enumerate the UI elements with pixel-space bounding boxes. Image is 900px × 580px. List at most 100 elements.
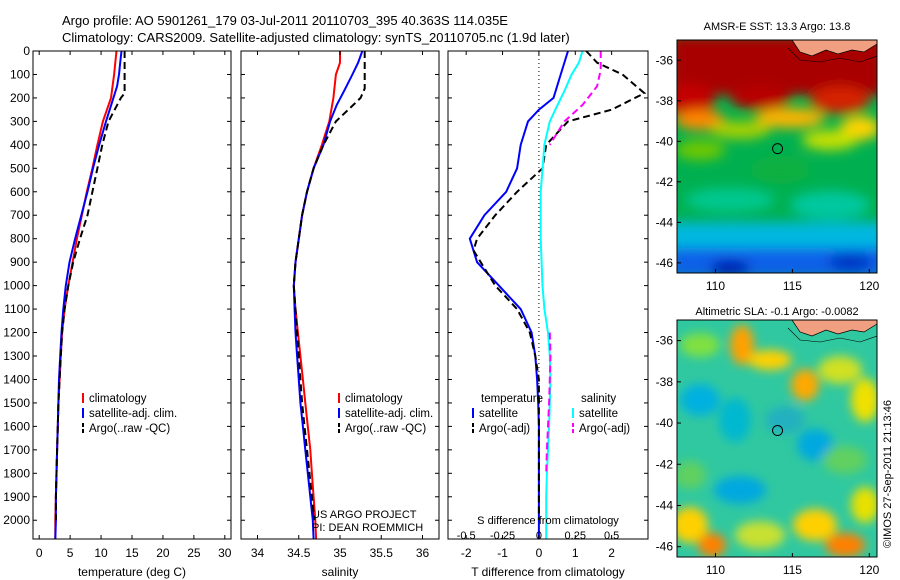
depth-tick-label: 1000 <box>3 279 30 293</box>
salinity-legend: climatology satellite-adj. clim. Argo(..ra… <box>338 393 433 435</box>
temperature-axes-frame <box>32 50 232 540</box>
salinity-panel: 34 34.5 35 35.5 36 salinity climatology satel… <box>240 50 440 579</box>
temperature-legend-label-climatology: climatology <box>89 393 147 405</box>
temperature-legend-label-argo-raw-qc: Argo(..raw -QC) <box>89 423 170 435</box>
s-difference-axis: -0.5 -0.25 0 0.25 0.5 <box>457 530 620 542</box>
depth-axis: 0 100 200 300 400 500 600 700 800 900 1000 1100 1200… <box>3 44 648 527</box>
depth-tick-label: 200 <box>10 91 30 105</box>
temperature-xtick-label: 5 <box>67 546 74 560</box>
t-difference-xtick-label: 0 <box>536 546 543 560</box>
sla-map-lat-tick-label: -46 <box>656 540 674 554</box>
salinity-series-0-climatology-line <box>292 51 341 539</box>
salinity-xtick-label: 35 <box>333 546 347 560</box>
t-difference-xtick-label: 1 <box>572 546 579 560</box>
salinity-xtick-label: 34 <box>251 546 265 560</box>
depth-tick-label: 600 <box>10 185 30 199</box>
s-difference-tick-label: 0 <box>536 530 542 542</box>
sst-map-lon-tick-label: 115 <box>783 279 802 293</box>
project-annotation-line-1: US ARGO PROJECT <box>312 509 417 521</box>
depth-tick-label: 500 <box>10 161 30 175</box>
salinity-legend-label-argo-raw-qc: Argo(..raw -QC) <box>345 423 426 435</box>
legend-label-salinity-argo: Argo(-adj) <box>579 423 630 435</box>
t-difference-xtick-label: -1 <box>497 546 508 560</box>
s-difference-label: S difference from climatology <box>477 515 619 527</box>
temperature-legend: climatology satellite-adj. clim. Argo(..ra… <box>82 393 177 435</box>
depth-tick-label: 1400 <box>3 372 30 386</box>
sla-map-lon-tick-label: 120 <box>859 563 879 577</box>
sla-argo-location-marker <box>772 425 784 437</box>
temperature-xtick-label: 0 <box>36 546 43 560</box>
sla-map-panel: Altimetric SLA: -0.1 Argo: -0.0082 <box>656 306 880 577</box>
legend-label-temperature-satellite: satellite <box>479 408 518 420</box>
s-difference-tick-label: 0.5 <box>604 530 619 542</box>
sst-argo-location-marker <box>772 143 784 155</box>
depth-tick-label: 1900 <box>3 490 30 504</box>
temperature-series-1-satellite-adj-clim-line <box>54 51 123 539</box>
s-difference-tick-label: -0.5 <box>457 530 476 542</box>
temperature-series-2-argo-raw-qc-line <box>54 51 126 521</box>
header-line-2: Climatology: CARS2009. Satellite-adjuste… <box>62 30 570 45</box>
legend-title-temperature: temperature <box>481 393 543 405</box>
temperature-legend-label-satellite-adj-clim: satellite-adj. clim. <box>89 408 177 420</box>
temperature-xtick-label: 30 <box>218 546 232 560</box>
salinity-legend-label-climatology: climatology <box>345 393 403 405</box>
depth-tick-label: 1500 <box>3 396 30 410</box>
salinity-xtick-label: 34.5 <box>287 546 311 560</box>
depth-tick-label: 100 <box>10 67 30 81</box>
salinity-series-1-satellite-adj-clim-line <box>292 51 364 539</box>
sla-contour <box>787 327 877 343</box>
temperature-xtick-label: 20 <box>156 546 170 560</box>
s-difference-tick-label: -0.25 <box>490 530 515 542</box>
salinity-series-2-argo-raw-qc-line <box>292 51 366 521</box>
s-difference-tick-label: 0.25 <box>565 530 586 542</box>
temperature-x-axis: 0 5 10 15 20 25 30 <box>36 51 232 560</box>
sst-heatmap <box>677 40 877 273</box>
sla-map-lat-tick-label: -38 <box>656 375 674 389</box>
salinity-xtick-label: 35.5 <box>370 546 394 560</box>
temperature-xtick-label: 10 <box>94 546 108 560</box>
difference-series-3-argo-adj-line <box>548 51 602 146</box>
sst-map-lon-tick-label: 110 <box>706 279 725 293</box>
depth-tick-label: 2000 <box>3 513 30 527</box>
sla-map-frame <box>676 319 878 558</box>
sla-map-title: Altimetric SLA: -0.1 Argo: -0.0082 <box>695 306 858 318</box>
legend-title-salinity: salinity <box>581 393 616 405</box>
legend-label-salinity-satellite: satellite <box>579 408 618 420</box>
depth-tick-label: 1700 <box>3 443 30 457</box>
t-difference-x-axis: -2 -1 0 1 2 <box>461 51 615 560</box>
depth-tick-label: 1300 <box>3 349 30 363</box>
salinity-xtick-label: 36 <box>416 546 430 560</box>
difference-series-3-argo-adj-lower-line <box>545 332 552 474</box>
depth-tick-label: 300 <box>10 114 30 128</box>
sst-map-lat-tick-label: -44 <box>656 215 674 229</box>
sla-land-mass <box>791 320 877 337</box>
depth-tick-label: 400 <box>10 138 30 152</box>
depth-tick-label: 1600 <box>3 419 30 433</box>
sla-map-lat-tick-label: -40 <box>656 416 674 430</box>
salinity-legend-label-satellite-adj-clim: satellite-adj. clim. <box>345 408 433 420</box>
sst-map-panel: AMSR-E SST: 13.3 Argo: 13.8 <box>656 21 880 293</box>
sst-map-lat-tick-label: -38 <box>656 94 674 108</box>
sla-map-axes: 110 115 120 -36 -38 -40 -42 -44 -46 <box>656 334 880 577</box>
sla-map-lat-tick-label: -42 <box>656 457 674 471</box>
depth-tick-label: 1200 <box>3 326 30 340</box>
project-annotation-line-2: PI: DEAN ROEMMICH <box>312 522 423 534</box>
sst-map-lat-tick-label: -46 <box>656 256 674 270</box>
difference-panel: -2 -1 0 1 2 -0.5 -0.25 0 0.25 0.5 S difference f… <box>447 50 649 579</box>
difference-legend: temperature salinity satellite Argo(-adj) sa… <box>472 393 630 435</box>
depth-tick-label: 700 <box>10 208 30 222</box>
difference-series-1-argo-adj-line <box>472 51 647 521</box>
depth-tick-label: 0 <box>23 44 30 58</box>
difference-axes-frame <box>447 50 649 540</box>
sst-contour <box>787 47 877 63</box>
sst-map-axes: 110 115 120 -36 -38 -40 -42 -44 -46 <box>656 53 880 293</box>
depth-tick-label: 800 <box>10 232 30 246</box>
t-difference-xlabel: T difference from climatology <box>471 565 625 579</box>
sst-map-frame <box>676 39 878 274</box>
imos-credit: ©IMOS 27-Sep-2011 21:13:46 <box>882 400 894 548</box>
sst-map-lon-tick-label: 120 <box>859 279 879 293</box>
depth-tick-label: 1100 <box>4 302 30 316</box>
temperature-xlabel: temperature (deg C) <box>78 565 186 579</box>
temperature-panel: 0100200300400500600700800900100011001200… <box>3 44 648 579</box>
